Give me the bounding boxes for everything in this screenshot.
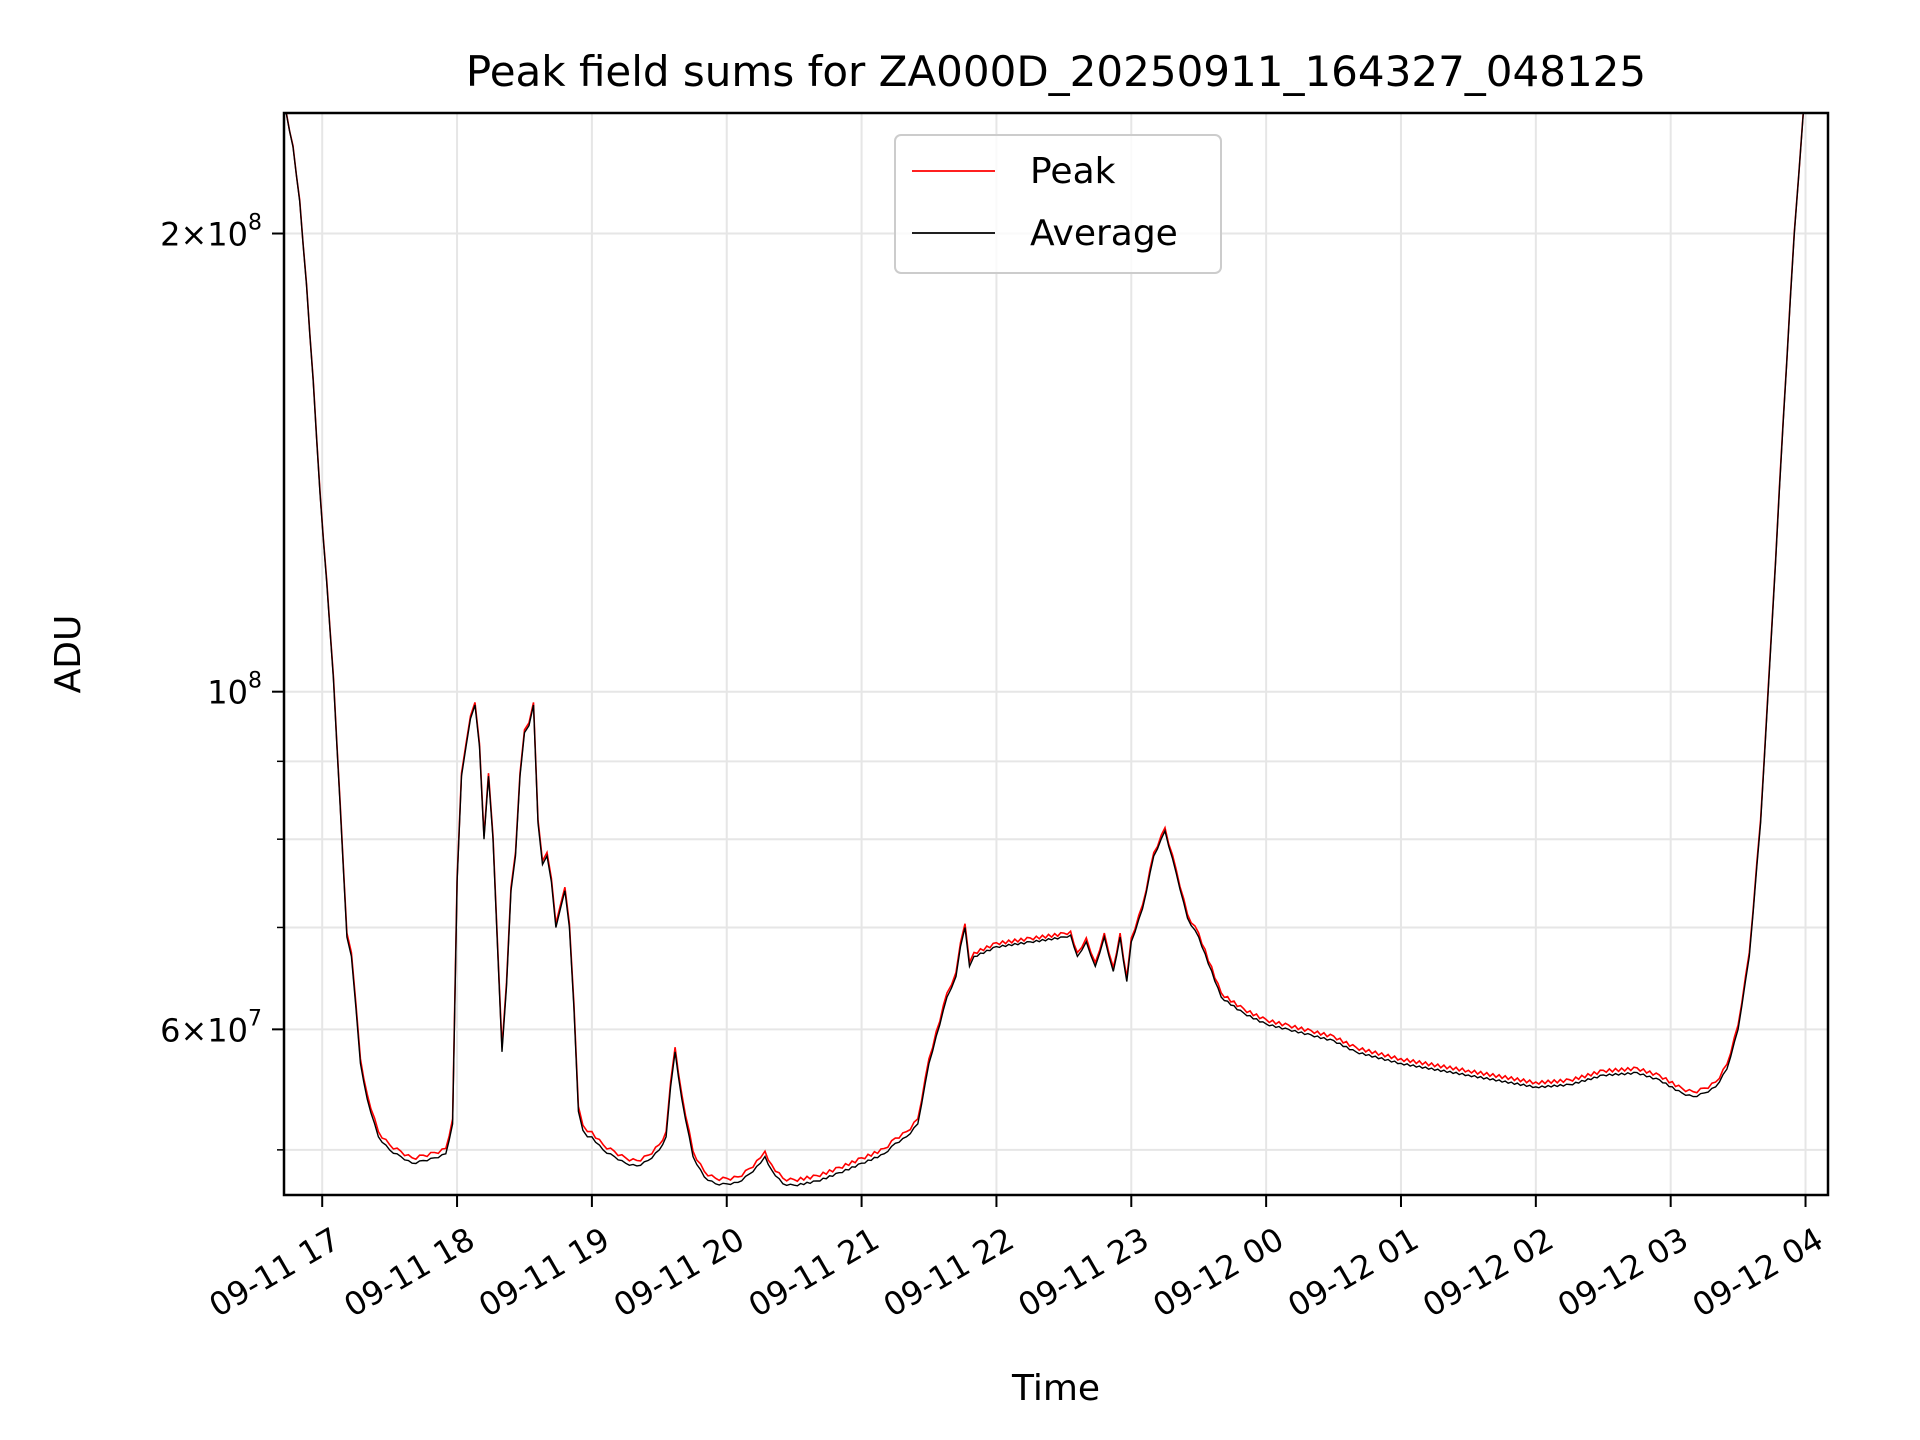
series-line-average — [285, 113, 1804, 1187]
x-tick-label: 09-12 02 — [1416, 1220, 1560, 1325]
x-tick-label: 09-11 23 — [1012, 1220, 1156, 1325]
y-tick-label: 6×107 — [160, 1006, 262, 1049]
x-tick-label: 09-12 03 — [1551, 1220, 1695, 1325]
plot-frame — [282, 111, 1830, 1197]
chart-title: Peak field sums for ZA000D_20250911_1643… — [466, 47, 1646, 96]
y-axis-ticks: 6×107 108 2×108 — [160, 211, 284, 1151]
x-axis-label: Time — [1011, 1368, 1100, 1409]
x-tick-label: 09-12 00 — [1147, 1220, 1291, 1325]
x-tick-label: 09-11 20 — [607, 1220, 751, 1325]
legend-label-peak: Peak — [1030, 151, 1116, 192]
x-tick-label: 09-11 17 — [203, 1220, 347, 1325]
x-tick-label: 09-11 18 — [337, 1220, 481, 1325]
y-tick-label: 108 — [207, 669, 262, 712]
y-axis-label: ADU — [48, 615, 89, 694]
legend: Peak Average — [894, 134, 1222, 274]
grid — [284, 113, 1828, 1195]
series-layer — [285, 113, 1805, 1187]
x-tick-label: 09-12 04 — [1686, 1220, 1830, 1325]
x-tick-label: 09-11 19 — [472, 1220, 616, 1325]
legend-box — [894, 134, 1222, 274]
x-tick-label: 09-12 01 — [1281, 1220, 1425, 1325]
legend-label-average: Average — [1030, 213, 1178, 254]
x-tick-label: 09-11 21 — [742, 1220, 886, 1325]
y-tick-label: 2×108 — [160, 211, 262, 254]
x-tick-label: 09-11 22 — [877, 1220, 1021, 1325]
